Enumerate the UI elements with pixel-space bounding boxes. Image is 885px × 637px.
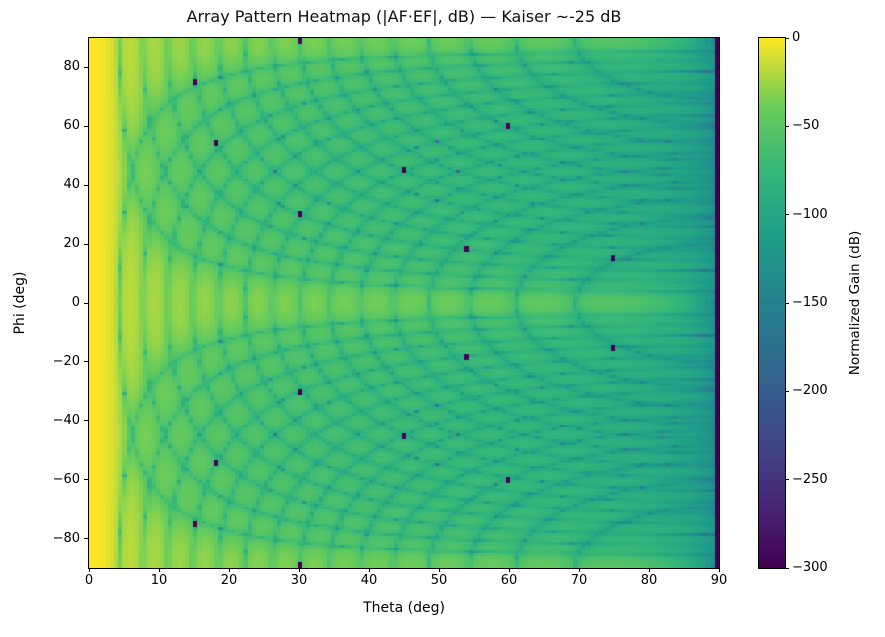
x-tick (648, 568, 650, 572)
x-tick-label: 80 (640, 573, 658, 588)
y-tick-label: −20 (52, 353, 80, 369)
x-tick-label: 30 (290, 573, 308, 588)
y-tick-label: 20 (63, 236, 80, 252)
y-axis-label: Phi (deg) (12, 271, 28, 335)
y-tick-label: −80 (52, 530, 80, 546)
colorbar-tick-label: −100 (792, 206, 828, 222)
y-tick (84, 184, 88, 186)
x-tick-label: 90 (710, 573, 728, 588)
colorbar-tick-label: −50 (792, 118, 820, 134)
x-tick (438, 568, 440, 572)
y-tick (84, 302, 88, 304)
colorbar-tick (785, 390, 789, 392)
chart-title: Array Pattern Heatmap (|AF·EF|, dB) — Ka… (186, 7, 622, 26)
colorbar-tick (785, 214, 789, 216)
heatmap-canvas (89, 38, 719, 568)
x-tick-label: 60 (500, 573, 518, 588)
colorbar-label: Normalized Gain (dB) (847, 230, 863, 376)
y-tick (84, 479, 88, 481)
x-tick-label: 40 (360, 573, 378, 588)
y-tick-label: −40 (52, 412, 80, 428)
y-tick (84, 420, 88, 422)
colorbar-tick (785, 479, 789, 481)
x-tick-label: 50 (430, 573, 448, 588)
y-tick (84, 538, 88, 540)
colorbar-tick-label: −150 (792, 295, 828, 310)
x-tick-label: 10 (150, 573, 168, 588)
colorbar-tick (785, 37, 789, 39)
x-axis-label: Theta (deg) (363, 600, 445, 616)
x-tick (298, 568, 300, 572)
x-tick (158, 568, 160, 572)
y-tick-label: −60 (52, 471, 80, 487)
colorbar (758, 37, 786, 569)
colorbar-tick (785, 567, 789, 569)
y-tick (84, 361, 88, 363)
colorbar-tick-label: −300 (792, 560, 828, 575)
x-tick (578, 568, 580, 572)
y-tick (84, 243, 88, 245)
colorbar-tick-label: −200 (792, 383, 828, 399)
y-tick-label: 80 (63, 59, 80, 75)
colorbar-gradient (759, 38, 785, 568)
y-tick-label: 0 (71, 295, 80, 310)
y-tick-label: 60 (63, 118, 80, 134)
x-tick-label: 20 (220, 573, 238, 588)
x-tick (368, 568, 370, 572)
x-tick (508, 568, 510, 572)
x-tick-label: 0 (84, 573, 94, 588)
colorbar-tick (785, 125, 789, 127)
colorbar-tick-label: 0 (792, 30, 801, 45)
x-tick (88, 568, 90, 572)
x-tick (228, 568, 230, 572)
x-tick-label: 70 (570, 573, 588, 588)
y-tick (84, 125, 88, 127)
y-tick-label: 40 (63, 177, 80, 193)
plot-area (88, 37, 720, 569)
colorbar-tick (785, 302, 789, 304)
y-tick (84, 66, 88, 68)
x-tick (718, 568, 720, 572)
colorbar-tick-label: −250 (792, 471, 828, 487)
